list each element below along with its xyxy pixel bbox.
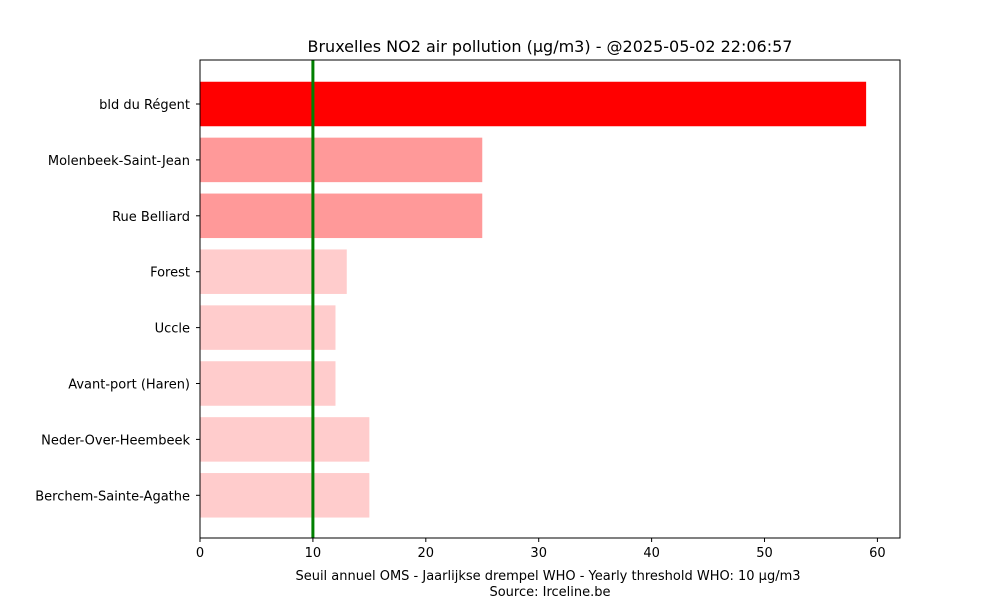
bar-1 xyxy=(200,137,483,183)
plot-frame xyxy=(199,59,901,539)
bar-5 xyxy=(200,361,336,406)
bars-group xyxy=(200,81,867,518)
x-tick-label: 60 xyxy=(869,546,886,561)
x-tick-label: 30 xyxy=(530,546,547,561)
bar-6 xyxy=(200,417,370,462)
bar-7 xyxy=(200,473,370,518)
x-tick-label: 50 xyxy=(756,546,773,561)
y-tick-label: bld du Régent xyxy=(99,98,190,113)
y-tick-label: Molenbeek-Saint-Jean xyxy=(48,154,190,169)
x-axis-label: Seuil annuel OMS - Jaarlijkse drempel WH… xyxy=(295,569,800,584)
y-tick-label: Rue Belliard xyxy=(112,210,190,225)
bar-3 xyxy=(200,249,347,294)
bar-2 xyxy=(200,193,483,239)
x-tick-label: 20 xyxy=(418,546,435,561)
x-ticks: 0 10 20 30 40 50 60 xyxy=(196,538,886,561)
bar-4 xyxy=(200,305,336,350)
y-tick-label: Uccle xyxy=(155,322,190,337)
x-tick-label: 40 xyxy=(643,546,660,561)
bar-0 xyxy=(200,81,867,127)
x-tick-label: 10 xyxy=(305,546,322,561)
y-tick-label: Avant-port (Haren) xyxy=(68,378,190,393)
y-tick-label: Neder-Over-Heembeek xyxy=(41,433,190,448)
source-label: Source: Irceline.be xyxy=(489,585,610,600)
x-tick-label: 0 xyxy=(196,546,204,561)
y-tick-labels: bld du Régent Molenbeek-Saint-Jean Rue Bel… xyxy=(35,98,200,504)
y-tick-label: Berchem-Sainte-Agathe xyxy=(35,489,190,504)
y-tick-label: Forest xyxy=(150,266,190,281)
chart-title: Bruxelles NO2 air pollution (µg/m3) - @2… xyxy=(308,37,793,56)
